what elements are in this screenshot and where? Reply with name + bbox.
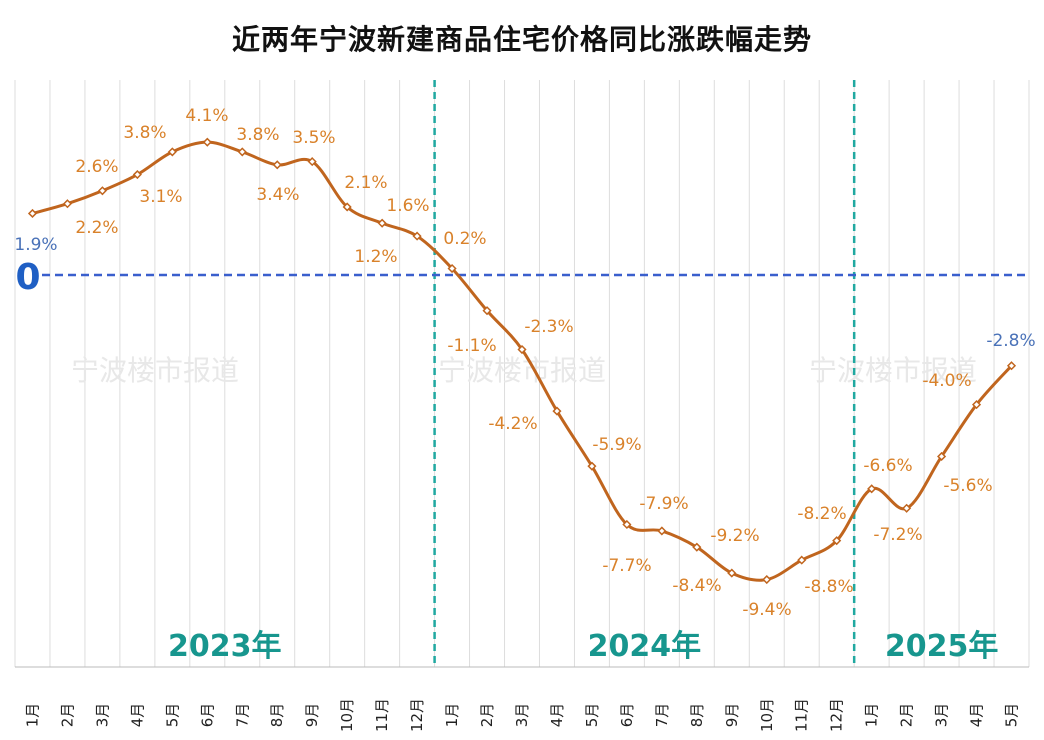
data-label: -1.1% [447, 336, 496, 356]
data-point [971, 400, 982, 410]
data-label: -4.0% [922, 371, 971, 391]
data-label: 2.1% [344, 173, 387, 193]
data-label: -9.4% [742, 600, 791, 620]
x-tick-label: 6月 [618, 703, 636, 728]
x-tick-label: 3月 [93, 703, 111, 728]
data-label: 3.1% [139, 187, 182, 207]
x-tick-label: 4月 [128, 703, 146, 728]
chart-title: 近两年宁波新建商品住宅价格同比涨跌幅走势 [231, 23, 812, 56]
x-tick-label: 9月 [723, 703, 741, 728]
x-tick-label: 12月 [828, 698, 846, 732]
data-point [657, 526, 667, 536]
data-point [762, 574, 772, 585]
x-tick-label: 10月 [758, 698, 776, 732]
data-point [272, 160, 282, 170]
data-point [482, 306, 492, 316]
data-point [902, 503, 912, 513]
x-tick-label: 5月 [163, 703, 181, 728]
data-point [237, 147, 247, 157]
data-point [342, 202, 352, 212]
watermark: 宁波楼市报道 [438, 354, 606, 387]
data-point [832, 536, 842, 546]
data-label: 0.2% [443, 229, 486, 249]
data-point [1006, 361, 1017, 371]
year-label: 2024年 [588, 629, 702, 664]
x-tick-label: 6月 [198, 703, 216, 728]
data-point [377, 218, 387, 228]
data-label: -5.9% [592, 435, 641, 455]
x-tick-label: 2月 [58, 703, 76, 728]
data-label: -2.8% [986, 331, 1035, 351]
data-point [937, 451, 947, 462]
x-tick-label: 1月 [23, 703, 41, 728]
data-point [587, 461, 597, 471]
data-point [307, 157, 317, 167]
zero-label: 0 [15, 257, 40, 298]
x-tick-label: 5月 [1003, 703, 1021, 728]
data-label: 2.6% [75, 157, 118, 177]
data-label: -6.6% [863, 456, 912, 476]
data-label: -7.9% [639, 494, 688, 514]
x-tick-label: 4月 [968, 703, 986, 728]
x-tick-label: 8月 [688, 703, 706, 728]
data-point [167, 147, 177, 157]
x-tick-label: 4月 [548, 703, 566, 728]
data-label: 1.2% [354, 247, 397, 267]
x-tick-label: 10月 [338, 698, 356, 732]
data-label: -8.8% [804, 577, 853, 597]
x-tick-label: 11月 [793, 698, 811, 732]
data-point [552, 406, 562, 416]
data-label: 3.8% [123, 123, 166, 143]
x-tick-label: 12月 [408, 698, 426, 732]
x-tick-label: 2月 [478, 703, 496, 728]
year-label: 2025年 [885, 629, 999, 664]
x-tick-label: 9月 [303, 703, 321, 728]
data-label: 3.5% [292, 128, 335, 148]
x-tick-label: 3月 [933, 703, 951, 728]
watermark: 宁波楼市报道 [71, 354, 239, 387]
data-label: -7.2% [873, 525, 922, 545]
data-point [202, 137, 212, 147]
data-point [797, 555, 807, 565]
data-label: 1.9% [14, 235, 57, 255]
x-tick-label: 3月 [513, 703, 531, 728]
data-label: -5.6% [943, 476, 992, 496]
data-point [27, 208, 38, 219]
data-label: -9.2% [710, 526, 759, 546]
data-label: 1.6% [386, 196, 429, 216]
data-point [692, 542, 702, 552]
x-tick-label: 8月 [268, 703, 286, 728]
data-label: -4.2% [488, 414, 537, 434]
data-label: -8.4% [672, 576, 721, 596]
data-label: 3.4% [256, 185, 299, 205]
x-tick-label: 1月 [443, 703, 461, 728]
data-point [97, 186, 107, 196]
x-tick-label: 7月 [233, 703, 251, 728]
data-point [132, 169, 142, 180]
watermark: 宁波楼市报道 [809, 354, 977, 387]
data-point [447, 263, 457, 274]
x-tick-label: 1月 [863, 703, 881, 728]
data-label: 3.8% [236, 125, 279, 145]
data-label: 2.2% [75, 218, 118, 238]
data-label: -8.2% [797, 504, 846, 524]
series-line [32, 140, 1013, 582]
data-point [867, 484, 877, 494]
x-tick-label: 7月 [653, 703, 671, 728]
x-tick-label: 11月 [373, 698, 391, 732]
data-label: -2.3% [524, 317, 573, 337]
data-point [62, 199, 73, 209]
data-label: 4.1% [185, 106, 228, 126]
data-label: -7.7% [602, 556, 651, 576]
year-label: 2023年 [168, 629, 282, 664]
data-point [412, 231, 422, 241]
data-point [517, 344, 527, 355]
data-point [727, 568, 737, 578]
x-tick-label: 5月 [583, 703, 601, 728]
x-tick-label: 2月 [898, 703, 916, 728]
data-point [622, 519, 632, 530]
